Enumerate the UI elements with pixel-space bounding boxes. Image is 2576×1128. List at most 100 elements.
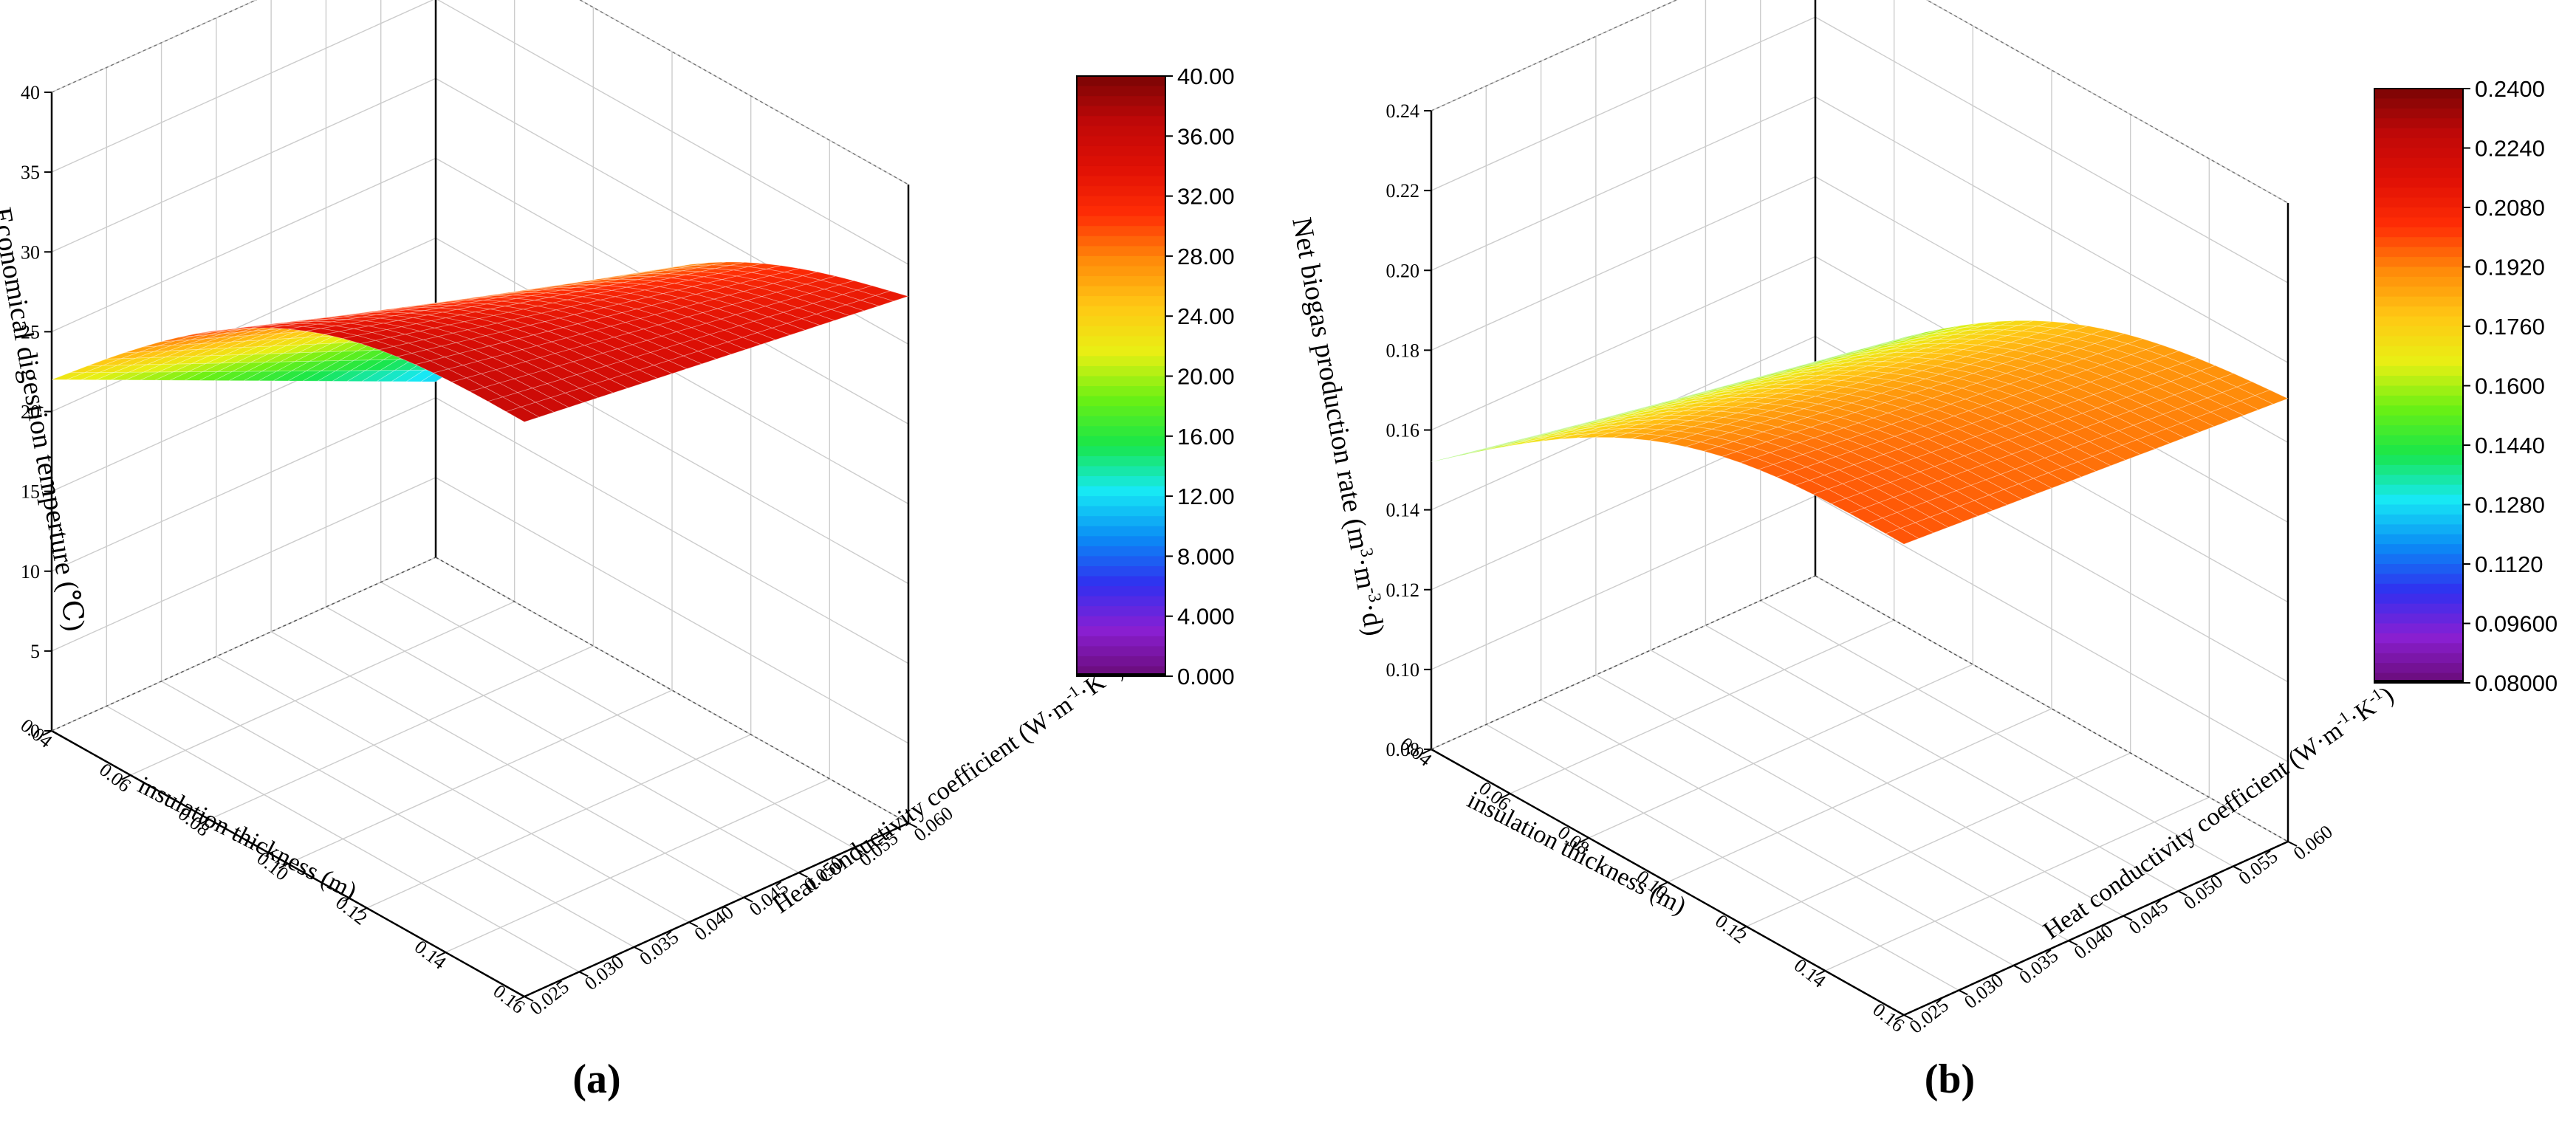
y-tick-label: 0.20 (1386, 260, 1420, 281)
colorbar-band (1077, 345, 1165, 357)
x-tick-label: 0.12 (1711, 910, 1751, 948)
y-tick-label: 30 (21, 241, 40, 263)
colorbar-tick-label: 4.000 (1177, 604, 1235, 630)
colorbar-band (1077, 576, 1165, 587)
colorbar-tick-label: 0.000 (1177, 664, 1235, 689)
colorbar-band (1077, 216, 1165, 227)
colorbar-band (2374, 138, 2463, 149)
colorbar-band (1077, 306, 1165, 317)
colorbar-band (2374, 207, 2463, 219)
colorbar-band (2374, 495, 2463, 506)
colorbar-band (2374, 574, 2463, 585)
surface-cell (712, 341, 747, 355)
y-tick-label: 10 (21, 561, 40, 582)
y-tick-label: 0 (30, 721, 40, 742)
z-tick-label: 0.050 (2179, 870, 2227, 914)
z-axis-label: Heat conductivity coefficient (W·m-1·K-1… (2037, 679, 2399, 945)
ticks: 0.08 0.10 0.12 0.14 0.16 0.18 0.20 0.22 0.24 0.04… (1386, 100, 2337, 1038)
colorbar-band (2374, 554, 2463, 565)
colorbar-tick-label: 0.1760 (2475, 314, 2545, 340)
colorbar-band (1077, 176, 1165, 187)
x-tick-label: 0.04 (16, 715, 56, 752)
colorbar-band (1077, 596, 1165, 607)
colorbar-band (1077, 406, 1165, 417)
colorbar-band (2374, 247, 2463, 258)
colorbar-tick-label: 0.1440 (2475, 433, 2545, 458)
y-tick-label: 0.08 (1386, 739, 1420, 760)
colorbar-band (2374, 128, 2463, 139)
colorbar-band (2374, 564, 2463, 575)
colorbar-band (1077, 536, 1165, 547)
colorbar-band (1077, 376, 1165, 387)
surface-cell (2106, 444, 2141, 461)
colorbar-band (2374, 188, 2463, 199)
colorbar-tick-label: 0.1920 (2475, 255, 2545, 281)
colorbar-band (1077, 646, 1165, 657)
y-tick-label: 5 (30, 641, 40, 662)
colorbar-band (2374, 504, 2463, 515)
surface-cell (860, 295, 895, 306)
surface-cell (801, 314, 836, 326)
surface-cell (786, 318, 821, 331)
x-axis-label: insulation thickness (m) (134, 771, 361, 905)
surface-cell (1959, 500, 1993, 517)
y-tick-label: 0.18 (1386, 340, 1420, 361)
colorbar-band (1077, 336, 1165, 347)
colorbar-tick-label: 16.00 (1177, 424, 1235, 450)
colorbar-band (2374, 385, 2463, 396)
colorbar-band (1077, 466, 1165, 477)
colorbar-band (2374, 464, 2463, 475)
y-tick-label: 0.14 (1386, 500, 1420, 521)
colorbar-tick-label: 0.09600 (2475, 611, 2558, 637)
colorbar-tick-label: 12.00 (1177, 484, 1235, 509)
colorbar-band (1077, 106, 1165, 117)
surface-cell (2195, 411, 2230, 427)
surface-cell (2121, 439, 2156, 455)
colorbar-band (1077, 246, 1165, 257)
z-axis-label: Heat conductivity coefficient (W·m-1·K-1… (767, 653, 1128, 919)
y-tick-label: 40 (21, 82, 40, 103)
colorbar-band (1077, 416, 1165, 427)
surface-cell (845, 300, 880, 312)
colorbar-band (1077, 486, 1165, 497)
colorbar-band (2374, 227, 2463, 238)
surface-cell (1900, 522, 1934, 539)
colorbar-band (1077, 606, 1165, 617)
colorbar-band (1077, 386, 1165, 397)
z-tick-label: 0.035 (2015, 945, 2062, 988)
colorbar-band (1077, 616, 1165, 627)
y-tick-label: 0.24 (1386, 100, 1420, 122)
z-tick-label: 0.025 (526, 976, 573, 1019)
surface-cell (2062, 461, 2097, 478)
colorbar-band (2374, 157, 2463, 168)
colorbar-band (2374, 336, 2463, 347)
surface-cell (756, 327, 792, 340)
colorbar-band (2374, 653, 2463, 664)
colorbar-tick-label: 0.2400 (2475, 76, 2545, 102)
colorbar-tick-label: 32.00 (1177, 184, 1235, 210)
y-tick-label: 0.16 (1386, 420, 1420, 441)
colorbar-band (1077, 186, 1165, 197)
colorbar-band (1077, 356, 1165, 367)
surface-cell (1973, 495, 2008, 512)
surface-cell (505, 406, 540, 422)
z-tick-label: 0.035 (635, 926, 682, 970)
colorbar-band (1077, 276, 1165, 287)
z-tick-label: 0.045 (2125, 895, 2172, 939)
surface-cell (2047, 467, 2082, 484)
surface-cell (1885, 528, 1919, 545)
colorbar-band (2374, 524, 2463, 535)
y-axis-label-sup: -3 (1363, 586, 1385, 604)
surface-cell (2092, 450, 2126, 467)
z-axis-label-text: Heat conductivity coefficient (W·m (768, 691, 1078, 919)
surface-cell (815, 309, 851, 321)
colorbar-band (1077, 156, 1165, 167)
colorbar-band (2374, 376, 2463, 387)
colorbar-band (2374, 108, 2463, 119)
surface-cell (638, 365, 674, 379)
colorbar-band (2374, 594, 2463, 605)
colorbar-tick-label: 36.00 (1177, 123, 1235, 149)
colorbar-band (2374, 484, 2463, 495)
colorbar: 0.2400 0.2240 0.2080 0.1920 0.1760 0.1600 0.14… (2374, 76, 2558, 696)
